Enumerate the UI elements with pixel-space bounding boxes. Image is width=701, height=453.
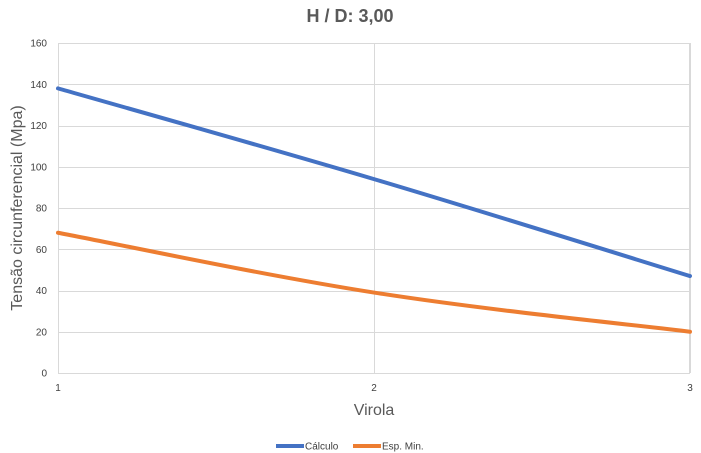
legend-label: Esp. Min. [382,442,424,453]
legend-item: Esp. Min. [353,442,424,453]
y-tick-label: 40 [36,286,48,297]
y-tick-label: 20 [36,327,48,338]
y-tick-label: 80 [36,204,48,215]
y-tick-label: 160 [30,39,47,50]
y-axis-label: Tensão circunferencial (Mpa) [9,105,26,310]
series-line-esp-min [56,230,692,334]
y-tick-labels: 0 20 40 60 80 100 120 140 160 [30,39,47,380]
chart-title: H / D: 3,00 [306,6,393,26]
series-line-calculo [56,86,692,279]
x-tick-labels: 1 2 3 [55,383,693,394]
y-tick-label: 120 [30,121,47,132]
x-axis-label: Virola [354,402,395,419]
plot-area [58,43,690,374]
y-tick-label: 100 [30,162,47,173]
legend-item: Cálculo [276,442,339,453]
legend-label: Cálculo [305,442,339,453]
gridlines [58,43,691,374]
x-tick-label: 3 [687,383,693,394]
x-tick-label: 1 [55,383,61,394]
series-lines [56,86,692,334]
legend: Cálculo Esp. Min. [276,442,424,453]
y-tick-label: 140 [30,80,47,91]
y-tick-label: 0 [41,369,47,380]
x-tick-label: 2 [371,383,377,394]
y-tick-label: 60 [36,245,48,256]
